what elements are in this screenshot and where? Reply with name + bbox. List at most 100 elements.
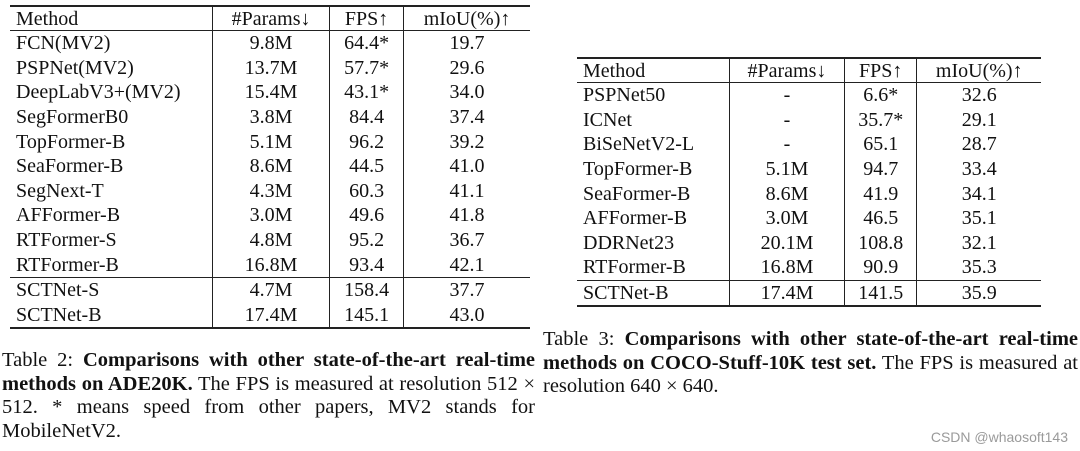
cell-miou: 41.0 [403, 153, 530, 179]
cell-miou: 32.6 [916, 82, 1041, 108]
cell-method: RTFormer-S [16, 229, 117, 252]
cell-params: 17.4M [211, 302, 330, 330]
table-row: TopFormer-B 5.1M 96.2 39.2 [10, 129, 530, 154]
cell-params: 16.8M [211, 252, 330, 278]
table-row-ours: SCTNet-B 17.4M 141.5 35.9 [577, 279, 1041, 308]
column-header-miou: mIoU(%)↑ [916, 57, 1041, 83]
cell-method: SeaFormer-B [583, 182, 691, 205]
column-header-fps: FPS↑ [843, 57, 917, 83]
cell-method: SeaFormer-B [16, 155, 124, 178]
table-row: SeaFormer-B 8.6M 41.9 34.1 [577, 181, 1041, 206]
column-header-method: Method [577, 57, 730, 83]
cell-miou: 42.1 [403, 252, 530, 278]
table-row: RTFormer-B 16.8M 93.4 42.1 [10, 252, 530, 278]
table-row-ours: SCTNet-B 17.4M 145.1 43.0 [10, 302, 530, 330]
table-2-ade20k: Method #Params↓ FPS↑ mIoU(%)↑ FCN(MV2) 9.… [10, 5, 530, 330]
cell-miou: 33.4 [916, 156, 1041, 182]
cell-fps: 84.4 [329, 104, 404, 130]
cell-miou: 36.7 [403, 227, 530, 253]
cell-miou: 39.2 [403, 129, 530, 154]
cell-fps: 57.7* [329, 55, 404, 81]
cell-method: SegFormerB0 [16, 106, 129, 129]
table-row: BiSeNetV2-L -65.1 28.7 [577, 132, 1041, 157]
cell-fps: 35.7* [843, 107, 917, 133]
cell-miou: 29.6 [403, 55, 530, 81]
cell-params: 17.4M [729, 279, 845, 308]
cell-fps: 60.3 [329, 178, 404, 204]
cell-fps: 145.1 [329, 302, 404, 330]
table-row-ours: SCTNet-S 4.7M 158.4 37.7 [10, 276, 530, 303]
cell-method: FCN(MV2) [16, 32, 111, 55]
cell-fps: 46.5 [843, 205, 917, 231]
cell-miou: 28.7 [916, 132, 1041, 157]
table-row: SegFormerB0 3.8M 84.4 37.4 [10, 104, 530, 130]
cell-fps: 93.4 [329, 252, 404, 278]
table-row: SegNext-T 4.3M 60.3 41.1 [10, 178, 530, 204]
column-header-fps: FPS↑ [329, 5, 404, 31]
cell-miou: 35.9 [916, 279, 1041, 308]
cell-params: 16.8M [729, 255, 845, 281]
caption-label: Table 2: [2, 349, 74, 371]
cell-method: PSPNet50 [583, 84, 666, 107]
watermark: CSDN @whaosoft143 [930, 429, 1068, 445]
cell-miou: 19.7 [403, 30, 530, 56]
table-header-row: Method #Params↓ FPS↑ mIoU(%)↑ [577, 57, 1041, 83]
cell-params: - [729, 132, 845, 157]
cell-method: SCTNet-B [10, 302, 213, 330]
cell-params: 8.6M [729, 181, 845, 206]
cell-params: 4.8M [211, 227, 330, 253]
cell-miou: 41.8 [403, 203, 530, 228]
table-row: RTFormer-S 4.8M 95.2 36.7 [10, 227, 530, 253]
cell-miou: 41.1 [403, 178, 530, 204]
cell-miou: 37.4 [403, 104, 530, 130]
cell-params: 4.3M [211, 178, 330, 204]
cell-params: 3.8M [211, 104, 330, 130]
cell-fps: 96.2 [329, 129, 404, 154]
cell-fps: 65.1 [843, 132, 917, 157]
cell-miou: 34.0 [403, 80, 530, 105]
cell-method: BiSeNetV2-L [583, 133, 695, 156]
cell-miou: 43.0 [403, 302, 530, 330]
cell-fps: 41.9 [843, 181, 917, 206]
cell-method: RTFormer-B [583, 256, 686, 279]
column-header-miou: mIoU(%)↑ [403, 5, 530, 31]
cell-params: 9.8M [211, 30, 330, 56]
cell-params: 15.4M [211, 80, 330, 105]
cell-fps: 49.6 [329, 203, 404, 228]
table-3-caption: Table 3: Comparisons with other state-of… [543, 328, 1078, 399]
cell-params: 5.1M [211, 129, 330, 154]
table-row: AFFormer-B 3.0M 46.5 35.1 [577, 205, 1041, 231]
cell-params: 3.0M [729, 205, 845, 231]
cell-method: DDRNet23 [583, 231, 675, 254]
cell-fps: 64.4* [329, 30, 404, 56]
table-row: DDRNet23 20.1M 108.8 32.1 [577, 230, 1041, 256]
table-3-coco-stuff: Method #Params↓ FPS↑ mIoU(%)↑ PSPNet50-6… [577, 57, 1041, 308]
cell-method: DeepLabV3+(MV2) [16, 81, 181, 104]
table-row: RTFormer-B 16.8M 90.9 35.3 [577, 255, 1041, 281]
cell-params: - [729, 107, 845, 133]
cell-method: SCTNet-B [577, 279, 730, 308]
cell-method: TopFormer-B [583, 158, 693, 181]
cell-fps: 141.5 [843, 279, 917, 308]
cell-miou: 32.1 [916, 230, 1041, 256]
cell-method: PSPNet(MV2) [16, 56, 134, 79]
cell-params: - [729, 82, 845, 108]
table-row: AFFormer-B 3.0M 49.6 41.8 [10, 203, 530, 228]
table-row: PSPNet50 -6.6* 32.6 [577, 82, 1041, 108]
table-row: SeaFormer-B 8.6M 44.5 41.0 [10, 153, 530, 179]
caption-text: The FPS is measured at resolution 640 × … [543, 351, 1078, 398]
cell-method: AFFormer-B [583, 207, 688, 230]
cell-params: 8.6M [211, 153, 330, 179]
column-header-method: Method [10, 5, 213, 31]
cell-miou: 35.3 [916, 255, 1041, 281]
cell-method: SCTNet-S [10, 276, 213, 303]
cell-fps: 44.5 [329, 153, 404, 179]
caption-label: Table 3: [543, 328, 615, 350]
table-row: DeepLabV3+(MV2) 15.4M 43.1* 34.0 [10, 80, 530, 105]
cell-fps: 95.2 [329, 227, 404, 253]
column-header-params: #Params↓ [729, 57, 845, 83]
caption-bold: Comparisons with other state-of-the-art … [543, 328, 1078, 374]
cell-params: 13.7M [211, 55, 330, 81]
table-2-caption: Table 2: Comparisons with other state-of… [2, 349, 535, 443]
table-row: ICNet -35.7* 29.1 [577, 107, 1041, 133]
